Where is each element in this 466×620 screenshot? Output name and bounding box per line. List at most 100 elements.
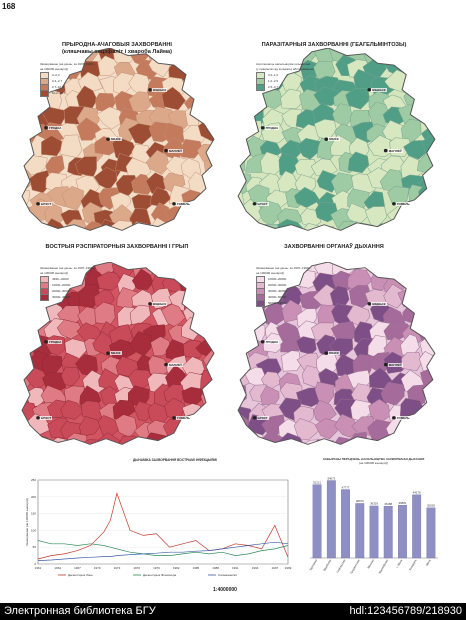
city-label: ГОМЕЛЬ — [176, 201, 191, 206]
district-region — [238, 210, 246, 231]
legend-label: 40000–50000 — [268, 295, 287, 299]
district-region — [162, 262, 191, 274]
bar-category-label: Магілёўская — [378, 558, 390, 574]
map-title: ПРЫРОДНА-АЧАГОВЫЯ ЗАХВОРВАННІ (кляшчавы э… — [18, 42, 216, 56]
legend-label: 0,2–1,0 — [268, 73, 279, 77]
city-label: ГРОДНА — [264, 339, 280, 344]
bar-chart-title: ЗАВЫРАНЫ ПЕРАДЗЕНЬ НАСЕЛЬНІЦТВА ЗАХВОРВА… — [322, 457, 425, 461]
district-region — [386, 220, 411, 231]
series-line — [37, 492, 289, 560]
district-region — [201, 421, 214, 443]
district-region — [203, 320, 214, 340]
country-border — [237, 262, 436, 445]
city-label: БРЭСТ — [256, 415, 269, 420]
bar — [369, 505, 379, 559]
city-marker — [44, 340, 48, 344]
bar-category-label: Гомельская — [335, 558, 346, 574]
city-label: МІНСК — [110, 137, 122, 142]
country-border — [237, 48, 436, 231]
x-tick-label: 1982 — [173, 566, 180, 570]
district-region — [198, 86, 214, 108]
legend-label: 20000–30000 — [268, 283, 287, 287]
district-region — [22, 355, 31, 377]
legend-label: Дызентэрыя Зоне — [68, 573, 93, 577]
district-region — [238, 262, 251, 276]
district-region — [241, 430, 264, 445]
district-region — [406, 431, 430, 445]
bar-category-label: г. Мінск — [395, 558, 404, 569]
legend-label: 10,2–30,7 — [52, 91, 66, 95]
district-region — [98, 187, 122, 210]
city-marker — [36, 416, 40, 420]
district-region — [238, 75, 253, 98]
district-region — [183, 73, 203, 91]
choropleth-map — [21, 262, 215, 445]
bar — [412, 494, 422, 559]
legend-label: Сальманелёз — [218, 573, 238, 577]
map-title-line: ВОСТРЫЯ РЭСПІРАТОРНЫЯ ЗАХВОРВАННІ І ГРЫП — [45, 244, 189, 250]
district-region — [417, 48, 435, 60]
district-region — [115, 175, 139, 196]
district-region — [345, 88, 371, 110]
atlas-page: 168 ПРЫРОДНА-АЧАГОВЫЯ ЗАХВОРВАННІ (кляшча… — [0, 0, 466, 603]
district-region — [22, 434, 34, 445]
district-region — [238, 302, 247, 324]
district-region — [238, 48, 245, 63]
district-region — [404, 262, 426, 276]
map-title: ПАРАЗІТАРНЫЯ ЗАХВОРВАННІ (ГЕАГЕЛЬМІНТОЗЫ… — [235, 42, 433, 49]
city-marker — [36, 202, 40, 206]
district-region — [22, 335, 29, 358]
bar — [398, 504, 407, 559]
district-region — [314, 418, 338, 440]
line-chart: 0 50 100 150 200 250 1961 1964 1967 1970 1973 1976 1… — [25, 478, 292, 577]
city-marker — [148, 88, 152, 92]
district-region — [405, 57, 429, 82]
district-region — [200, 387, 214, 407]
district-region — [403, 84, 430, 109]
district-region — [414, 273, 435, 295]
city-label: БРЭСТ — [256, 201, 269, 206]
legend-caption: Захворванне (на дзень, за 1997–1999 г., — [40, 62, 96, 66]
map-scale: 1:4000000 — [213, 587, 237, 593]
y-tick-label: 150 — [31, 512, 36, 516]
district-region — [420, 102, 435, 127]
district-region — [238, 141, 247, 160]
library-name: Электронная библиотека БГУ — [4, 605, 156, 617]
district-region — [199, 272, 214, 293]
map-legend: Ахопленасць насельніцтва гельмінтамі (у п… — [256, 62, 314, 91]
x-tick-label: 1961 — [35, 566, 42, 570]
district-region — [96, 271, 122, 291]
bar-category-label: Мінск — [425, 558, 432, 567]
district-region — [353, 222, 376, 231]
footer-bar: Электронная библиотека БГУ hdl:123456789… — [0, 603, 466, 620]
city-label: ГОМЕЛЬ — [395, 415, 411, 420]
x-tick-label: 1976 — [133, 566, 140, 570]
city-marker — [252, 202, 257, 206]
map-title: ВОСТРЫЯ РЭСПІРАТОРНЫЯ ЗАХВОРВАННІ І ГРЫП — [18, 244, 216, 251]
legend-label: 30000–40000 — [52, 295, 71, 299]
district-region — [418, 202, 435, 222]
city-label: МІНСК — [110, 351, 122, 356]
bar — [383, 505, 393, 559]
district-region — [27, 303, 50, 325]
district-region — [41, 135, 63, 157]
district-region — [184, 433, 206, 445]
legend-label: 2,7–10,2 — [52, 85, 64, 89]
map-legend: Захворванне (на дзень, за 1997–1999 г., н… — [256, 266, 312, 307]
city-label: МАГІЛЁЎ — [387, 148, 403, 153]
bar-value-label: 44178 — [413, 490, 421, 494]
x-tick-label: 1999 — [285, 566, 292, 570]
district-region — [97, 55, 121, 77]
city-label: ВІЦЕБСК — [371, 301, 387, 306]
district-region — [385, 433, 412, 445]
district-region — [421, 262, 435, 278]
y-tick-label: 100 — [31, 528, 36, 532]
city-marker — [383, 148, 388, 153]
city-label: ВІЦЕБСК — [152, 87, 168, 92]
district-region — [129, 304, 151, 325]
bar-value-label: 36329 — [370, 502, 378, 506]
bar-value-label: 36188 — [384, 502, 392, 506]
district-region — [281, 350, 302, 372]
x-tick-label: 1991 — [232, 566, 239, 570]
district-region — [415, 432, 435, 445]
